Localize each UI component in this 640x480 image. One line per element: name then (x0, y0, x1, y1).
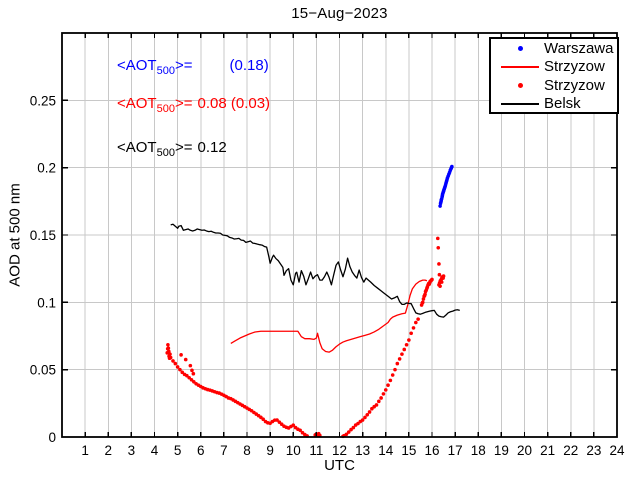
annotation-text: >= (174, 95, 193, 112)
tick-marks (62, 33, 618, 438)
y-tick-label: 0.25 (30, 93, 56, 108)
legend-item-strzyzow-line: Strzyzow (491, 58, 617, 76)
annotation-text: <AOT (117, 57, 157, 74)
x-tick-label: 12 (332, 443, 347, 458)
x-tick-label: 20 (517, 443, 532, 458)
x-tick-label: 18 (471, 443, 486, 458)
red-line-marker-icon (501, 66, 539, 68)
annotation-text: <AOT (117, 95, 157, 112)
series-strzyzow-line (230, 279, 428, 353)
x-tick-label: 22 (563, 443, 578, 458)
annotation-subscript: 500 (156, 103, 175, 115)
annotation-text: >= (174, 57, 193, 74)
annotation-value: (0.18) (229, 57, 269, 74)
annotation-subscript: 500 (156, 65, 175, 77)
annotation-value: 0.12 (197, 139, 227, 156)
x-tick-label: 7 (220, 443, 228, 458)
legend-label: Strzyzow (544, 76, 605, 94)
mean-aot-annotation-strzyzow: <AOT500>= 0.08 (0.03) (117, 95, 270, 115)
x-tick-label: 3 (128, 443, 136, 458)
x-tick-label: 17 (448, 443, 463, 458)
x-tick-label: 4 (151, 443, 159, 458)
y-tick-label: 0.1 (37, 295, 56, 310)
annotation-value: 0.08 (0.03) (197, 95, 271, 112)
y-tick-label: 0.05 (30, 363, 56, 378)
legend-label: Warszawa (544, 39, 614, 57)
x-tick-label: 23 (586, 443, 601, 458)
x-tick-label: 2 (104, 443, 112, 458)
x-tick-label: 13 (355, 443, 370, 458)
mean-aot-annotation-warszawa: <AOT500>= (0.18) (117, 57, 269, 77)
tick-labels: 1 2 3 4 5 6 7 8 9 10 11 12 13 14 15 16 17 18 19 20 21 22 23 240… (30, 93, 625, 458)
y-tick-label: 0.15 (30, 228, 56, 243)
red-dot-marker-icon (517, 83, 523, 88)
x-tick-label: 19 (494, 443, 509, 458)
annotation-text: <AOT (117, 139, 157, 156)
annotation-text: >= (174, 139, 193, 156)
series-strzyzow-scatter (165, 236, 446, 439)
annotation-subscript: 500 (156, 147, 175, 159)
blue-dot-marker-icon (517, 46, 523, 51)
black-line-marker-icon (501, 103, 539, 105)
y-axis-label: AOD at 500 nm (6, 183, 24, 287)
x-tick-label: 14 (378, 443, 394, 458)
x-tick-label: 11 (309, 443, 323, 458)
legend: Warszawa Strzyzow Strzyzow Belsk (489, 37, 619, 114)
x-tick-label: 24 (609, 443, 625, 458)
x-tick-label: 6 (197, 443, 205, 458)
chart-title: 15−Aug−2023 (291, 5, 388, 22)
x-tick-label: 16 (424, 443, 439, 458)
x-tick-label: 21 (540, 443, 555, 458)
x-tick-label: 9 (266, 443, 274, 458)
legend-label: Belsk (544, 95, 581, 112)
series-belsk-line (170, 223, 460, 318)
x-tick-label: 15 (401, 443, 416, 458)
y-tick-label: 0.2 (37, 161, 56, 176)
x-tick-label: 10 (286, 443, 301, 458)
mean-aot-annotation-belsk: <AOT500>= 0.12 (117, 139, 227, 159)
x-tick-label: 8 (243, 443, 251, 458)
series-warszawa-scatter (438, 164, 454, 208)
legend-label: Strzyzow (544, 58, 605, 75)
x-tick-label: 1 (81, 443, 89, 458)
x-axis-label: UTC (324, 457, 355, 474)
legend-item-strzyzow-dots: Strzyzow (491, 77, 617, 95)
legend-item-belsk: Belsk (491, 95, 617, 113)
x-tick-label: 5 (174, 443, 182, 458)
y-tick-label: 0 (48, 430, 56, 445)
legend-item-warszawa: Warszawa (491, 40, 617, 58)
